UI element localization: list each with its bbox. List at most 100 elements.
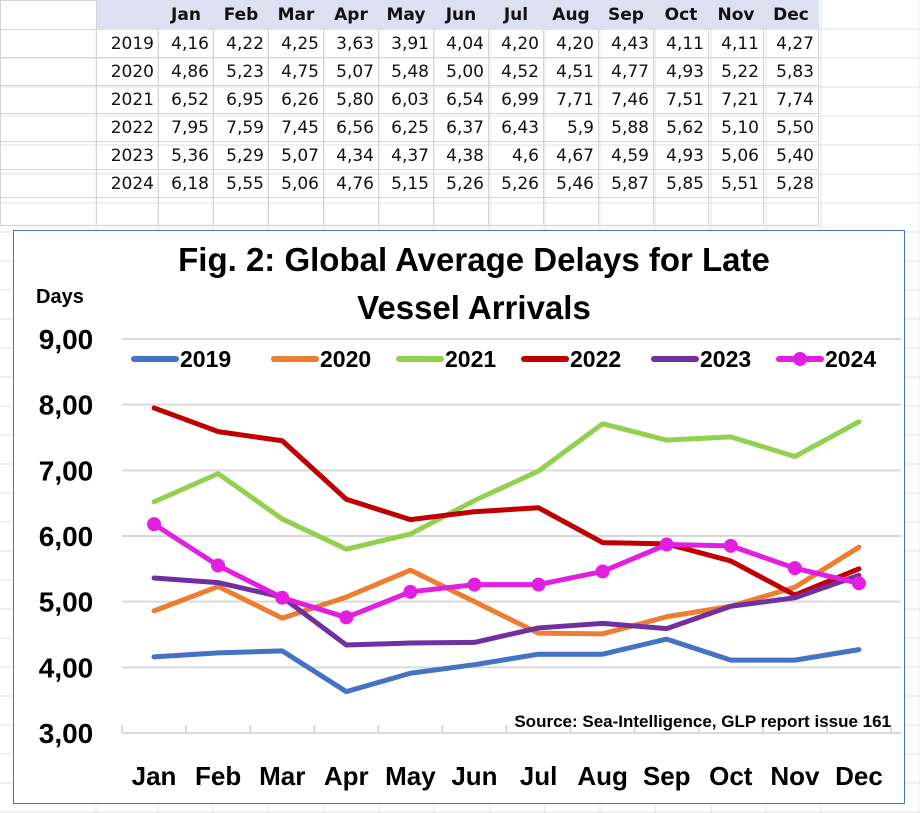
header-month-cell[interactable]: Aug	[543, 0, 599, 30]
value-cell[interactable]: 5,83	[763, 57, 819, 86]
value-cell[interactable]: 5,00	[433, 57, 489, 86]
value-cell[interactable]: 5,88	[598, 113, 654, 142]
data-point[interactable]	[659, 537, 674, 552]
data-point[interactable]	[787, 561, 802, 576]
value-cell[interactable]: 7,45	[268, 113, 324, 142]
value-cell[interactable]: 5,23	[213, 57, 269, 86]
year-cell[interactable]: 2022	[96, 113, 159, 142]
year-cell[interactable]: 2023	[96, 141, 159, 170]
empty-cell[interactable]	[378, 197, 434, 226]
value-cell[interactable]: 6,56	[323, 113, 379, 142]
value-cell[interactable]: 6,25	[378, 113, 434, 142]
empty-cell[interactable]	[268, 197, 324, 226]
value-cell[interactable]: 5,46	[543, 169, 599, 198]
blank-cell[interactable]	[0, 169, 97, 198]
value-cell[interactable]: 6,54	[433, 85, 489, 114]
series-line[interactable]	[151, 419, 862, 552]
value-cell[interactable]: 5,07	[323, 57, 379, 86]
header-month-cell[interactable]: Feb	[213, 0, 269, 30]
value-cell[interactable]: 4,51	[543, 57, 599, 86]
value-cell[interactable]: 4,34	[323, 141, 379, 170]
value-cell[interactable]: 6,52	[158, 85, 214, 114]
data-point[interactable]	[531, 577, 546, 592]
value-cell[interactable]: 4,25	[268, 29, 324, 58]
value-cell[interactable]: 4,38	[433, 141, 489, 170]
header-month-cell[interactable]: Sep	[598, 0, 654, 30]
header-year-cell[interactable]	[96, 0, 159, 30]
empty-cell[interactable]	[598, 197, 654, 226]
year-cell[interactable]: 2024	[96, 169, 159, 198]
value-cell[interactable]: 7,46	[598, 85, 654, 114]
value-cell[interactable]: 4,52	[488, 57, 544, 86]
empty-cell[interactable]	[213, 197, 269, 226]
value-cell[interactable]: 4,75	[268, 57, 324, 86]
blank-cell[interactable]	[0, 141, 97, 170]
value-cell[interactable]: 5,26	[488, 169, 544, 198]
data-point[interactable]	[211, 558, 226, 573]
value-cell[interactable]: 7,71	[543, 85, 599, 114]
value-cell[interactable]: 4,86	[158, 57, 214, 86]
empty-cell[interactable]	[763, 197, 819, 226]
series-line[interactable]	[151, 405, 862, 598]
value-cell[interactable]: 7,59	[213, 113, 269, 142]
header-month-cell[interactable]: Oct	[653, 0, 709, 30]
value-cell[interactable]: 6,03	[378, 85, 434, 114]
header-month-cell[interactable]: Dec	[763, 0, 819, 30]
value-cell[interactable]: 3,91	[378, 29, 434, 58]
value-cell[interactable]: 4,43	[598, 29, 654, 58]
header-month-cell[interactable]: Jul	[488, 0, 544, 30]
value-cell[interactable]: 5,06	[268, 169, 324, 198]
legend-item[interactable]: 2020	[271, 346, 371, 372]
empty-cell[interactable]	[0, 197, 97, 226]
value-cell[interactable]: 4,93	[653, 57, 709, 86]
value-cell[interactable]: 5,06	[708, 141, 764, 170]
header-month-cell[interactable]: May	[378, 0, 434, 30]
header-month-cell[interactable]: Mar	[268, 0, 324, 30]
value-cell[interactable]: 4,6	[488, 141, 544, 170]
value-cell[interactable]: 4,77	[598, 57, 654, 86]
data-point[interactable]	[723, 538, 738, 553]
value-cell[interactable]: 7,74	[763, 85, 819, 114]
series-line[interactable]	[151, 521, 862, 620]
value-cell[interactable]: 7,95	[158, 113, 214, 142]
value-cell[interactable]: 5,55	[213, 169, 269, 198]
value-cell[interactable]: 4,20	[543, 29, 599, 58]
value-cell[interactable]: 6,18	[158, 169, 214, 198]
value-cell[interactable]: 4,67	[543, 141, 599, 170]
value-cell[interactable]: 4,37	[378, 141, 434, 170]
value-cell[interactable]: 5,22	[708, 57, 764, 86]
value-cell[interactable]: 5,10	[708, 113, 764, 142]
header-month-cell[interactable]: Jan	[158, 0, 214, 30]
year-cell[interactable]: 2021	[96, 85, 159, 114]
value-cell[interactable]: 5,48	[378, 57, 434, 86]
value-cell[interactable]: 3,63	[323, 29, 379, 58]
data-point[interactable]	[339, 610, 354, 625]
data-point[interactable]	[851, 576, 866, 591]
header-month-cell[interactable]: Nov	[708, 0, 764, 30]
series-line[interactable]	[151, 636, 862, 695]
blank-cell[interactable]	[0, 85, 97, 114]
value-cell[interactable]: 5,51	[708, 169, 764, 198]
value-cell[interactable]: 4,16	[158, 29, 214, 58]
data-point[interactable]	[467, 577, 482, 592]
value-cell[interactable]: 5,80	[323, 85, 379, 114]
data-point[interactable]	[403, 584, 418, 599]
data-point[interactable]	[275, 590, 290, 605]
value-cell[interactable]: 5,50	[763, 113, 819, 142]
value-cell[interactable]: 5,85	[653, 169, 709, 198]
empty-cell[interactable]	[433, 197, 489, 226]
value-cell[interactable]: 5,40	[763, 141, 819, 170]
value-cell[interactable]: 6,26	[268, 85, 324, 114]
legend-item[interactable]: 2024	[776, 346, 876, 372]
empty-cell[interactable]	[96, 197, 159, 226]
value-cell[interactable]: 4,04	[433, 29, 489, 58]
legend-item[interactable]: 2023	[651, 346, 751, 372]
value-cell[interactable]: 5,9	[543, 113, 599, 142]
value-cell[interactable]: 4,59	[598, 141, 654, 170]
value-cell[interactable]: 5,29	[213, 141, 269, 170]
legend-item[interactable]: 2022	[521, 346, 621, 372]
empty-cell[interactable]	[653, 197, 709, 226]
value-cell[interactable]: 4,76	[323, 169, 379, 198]
empty-cell[interactable]	[488, 197, 544, 226]
value-cell[interactable]: 5,87	[598, 169, 654, 198]
